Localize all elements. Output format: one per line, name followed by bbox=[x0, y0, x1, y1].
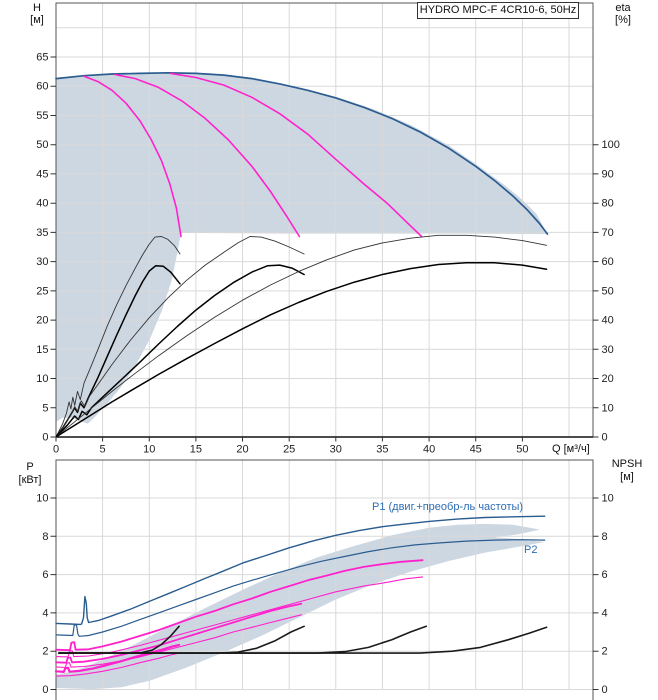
q-tick-label: 35 bbox=[376, 444, 388, 456]
eta-pump-3 bbox=[57, 234, 548, 436]
q-tick-label: 5 bbox=[100, 444, 106, 456]
h-tick-label: 5 bbox=[42, 402, 48, 414]
p2-speed3 bbox=[55, 576, 424, 658]
p2-speed1 bbox=[55, 652, 180, 677]
hq-reduced-speed-3 bbox=[169, 72, 423, 238]
p-tick-label: 4 bbox=[42, 607, 48, 619]
h-tick-label: 65 bbox=[36, 52, 48, 64]
p-axis-unit: [кВт] bbox=[18, 474, 42, 486]
eta-tick-label: 40 bbox=[602, 315, 614, 327]
h-tick-label: 45 bbox=[36, 168, 48, 180]
eta-total-1 bbox=[56, 264, 181, 437]
operating-envelope-top bbox=[56, 73, 548, 424]
h-axis-name: H bbox=[33, 2, 41, 14]
q-tick-label: 40 bbox=[423, 444, 435, 456]
p-axis-name: P bbox=[26, 461, 34, 473]
gridlines bbox=[56, 3, 593, 690]
p-tick-label: 2 bbox=[42, 646, 48, 658]
h-tick-label: 40 bbox=[36, 198, 48, 210]
npsh-axis-unit: [м] bbox=[620, 471, 634, 483]
p1-speed2 bbox=[55, 602, 303, 664]
h-tick-label: 30 bbox=[36, 256, 48, 268]
h-tick-label: 55 bbox=[36, 110, 48, 122]
p2-max bbox=[55, 539, 546, 637]
hq-reduced-speed-1 bbox=[83, 75, 182, 238]
q-tick-label: 15 bbox=[190, 444, 202, 456]
bottom-plot-frame bbox=[55, 459, 594, 700]
eta-tick-label: 100 bbox=[602, 139, 620, 151]
eta-tick-label: 10 bbox=[602, 402, 614, 414]
q-axis-label: Q [м³/ч] bbox=[552, 443, 590, 455]
npsh-tick-label: 6 bbox=[602, 569, 608, 581]
p1-max bbox=[55, 515, 546, 626]
eta-tick-label: 80 bbox=[602, 198, 614, 210]
q-tick-label: 10 bbox=[143, 444, 155, 456]
q-tick-label: 45 bbox=[470, 444, 482, 456]
eta-pump-1 bbox=[56, 236, 181, 436]
axis-ticks bbox=[50, 56, 599, 690]
eta-tick-label: 90 bbox=[602, 168, 614, 180]
q-tick-label: 0 bbox=[53, 444, 59, 456]
eta-axis-unit: [%] bbox=[615, 14, 631, 26]
eta-tick-label: 50 bbox=[602, 285, 614, 297]
chart-title-box: HYDRO MPC-F 4CR10-6, 50Hz bbox=[417, 2, 579, 19]
npsh-tick-label: 0 bbox=[602, 684, 608, 696]
h-tick-label: 60 bbox=[36, 81, 48, 93]
q-tick-label: 20 bbox=[236, 444, 248, 456]
p-tick-label: 0 bbox=[42, 684, 48, 696]
p-tick-label: 10 bbox=[36, 493, 48, 505]
npsh-tick-label: 4 bbox=[602, 607, 608, 619]
eta-tick-label: 60 bbox=[602, 256, 614, 268]
h-tick-label: 25 bbox=[36, 285, 48, 297]
p-tick-label: 6 bbox=[42, 569, 48, 581]
p2-speed2 bbox=[55, 614, 302, 669]
p2-curve-label: P2 bbox=[524, 544, 538, 556]
h-tick-label: 10 bbox=[36, 373, 48, 385]
hq-max-speed bbox=[55, 71, 549, 235]
eta-tick-label: 70 bbox=[602, 227, 614, 239]
eta-axis-name: eta bbox=[615, 2, 631, 14]
hq-reduced-speed-2 bbox=[114, 73, 301, 238]
h-axis-unit: [м] bbox=[30, 14, 44, 26]
p-tick-label: 8 bbox=[42, 531, 48, 543]
q-tick-label: 30 bbox=[330, 444, 342, 456]
eta-total-3 bbox=[57, 262, 548, 437]
h-tick-label: 0 bbox=[42, 432, 48, 444]
q-tick-label: 25 bbox=[283, 444, 295, 456]
eta-tick-label: 20 bbox=[602, 373, 614, 385]
eta-tick-label: 30 bbox=[602, 344, 614, 356]
eta-pump-2 bbox=[56, 236, 305, 437]
h-tick-label: 15 bbox=[36, 344, 48, 356]
p1-speed1 bbox=[54, 643, 181, 674]
p1-curve-label: P1 (двиг.+преобр-ль частоты) bbox=[372, 501, 524, 513]
npsh-axis-name: NPSH bbox=[611, 458, 643, 470]
h-tick-label: 50 bbox=[36, 139, 48, 151]
npsh-tick-label: 10 bbox=[602, 493, 614, 505]
p1-speed3 bbox=[55, 559, 424, 652]
operating-envelope-bottom bbox=[56, 523, 545, 690]
eta-tick-label: 0 bbox=[602, 432, 608, 444]
q-tick-label: 50 bbox=[516, 444, 528, 456]
npsh-4 bbox=[57, 626, 548, 654]
h-tick-label: 35 bbox=[36, 227, 48, 239]
npsh-tick-label: 8 bbox=[602, 531, 608, 543]
npsh-tick-label: 2 bbox=[602, 646, 608, 658]
h-tick-label: 20 bbox=[36, 315, 48, 327]
